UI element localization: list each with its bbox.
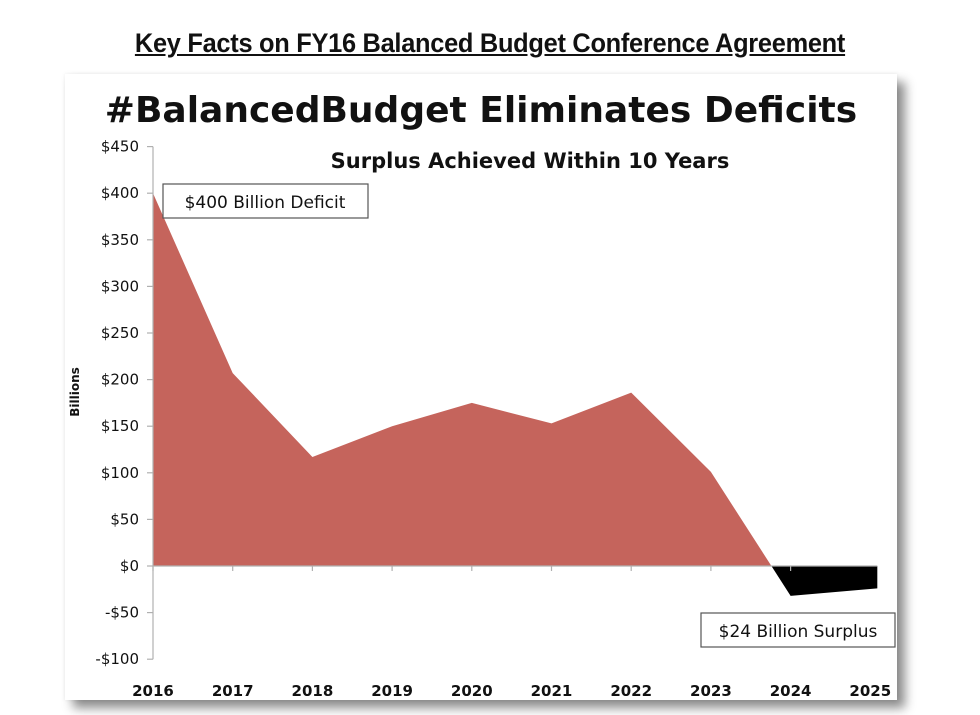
y-axis-label: Billions — [68, 367, 82, 417]
x-tick-label: 2024 — [770, 682, 812, 700]
y-tick-label: $300 — [101, 277, 139, 295]
annotation-deficit-box — [162, 183, 369, 219]
annotation-deficit-text: $400 Billion Deficit — [185, 193, 346, 213]
x-tick-label: 2016 — [132, 682, 174, 700]
x-tick-label: 2023 — [690, 682, 732, 700]
x-tick-label: 2021 — [531, 682, 573, 700]
y-tick-label: $250 — [101, 324, 139, 342]
plot-area: $450 $400 $350 $300 $250 $200 $150 $100 $50 $0 -$5… — [95, 138, 896, 700]
x-tick-label: 2017 — [212, 682, 254, 700]
y-tick-label: $350 — [101, 231, 139, 249]
y-tick-label: $150 — [101, 417, 139, 435]
surplus-area — [771, 566, 878, 596]
y-tick-label: -$50 — [105, 604, 139, 622]
deficit-area — [153, 193, 772, 566]
y-tick-label: $100 — [101, 464, 139, 482]
y-tick-label: $450 — [101, 138, 139, 156]
chart-subtitle: Surplus Achieved Within 10 Years — [331, 149, 730, 173]
y-tick-label: $400 — [101, 184, 139, 202]
x-tick-label: 2025 — [849, 682, 891, 700]
y-tick-label: -$100 — [95, 650, 139, 668]
x-tick-label: 2019 — [371, 682, 413, 700]
y-tick-label: $50 — [110, 510, 139, 528]
x-tick-label: 2022 — [610, 682, 652, 700]
chart-panel: #BalancedBudget Eliminates Deficits Surp… — [65, 74, 897, 700]
annotation-surplus-box — [700, 612, 896, 648]
chart: #BalancedBudget Eliminates Deficits Surp… — [68, 90, 896, 700]
annotation-surplus-text: $24 Billion Surplus — [719, 622, 878, 642]
document-title: Key Facts on FY16 Balanced Budget Confer… — [134, 28, 846, 58]
x-tick-label: 2018 — [292, 682, 334, 700]
chart-title: #BalancedBudget Eliminates Deficits — [105, 90, 857, 131]
x-tick-label: 2020 — [451, 682, 493, 700]
y-tick-label: $200 — [101, 371, 139, 389]
y-tick-label: $0 — [120, 557, 139, 575]
